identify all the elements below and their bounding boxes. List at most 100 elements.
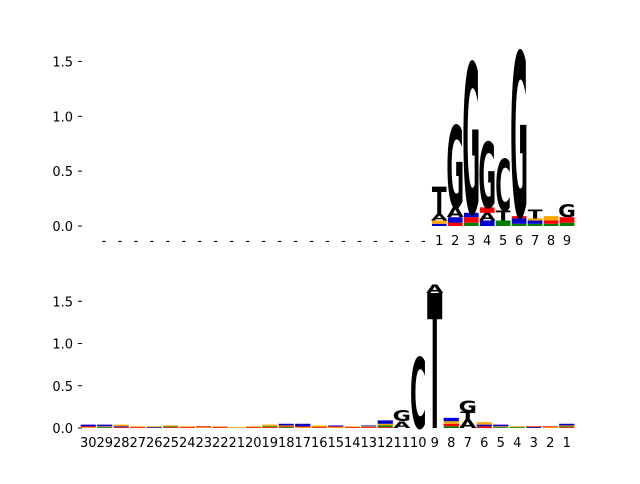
logo-letter-C xyxy=(463,212,479,218)
logo-letter-G: G xyxy=(510,6,528,269)
x-tick-label: 4 xyxy=(483,234,491,249)
logo-letter-G xyxy=(431,220,447,224)
x-tick-label: 7 xyxy=(464,436,472,451)
logo-letter-T xyxy=(463,217,479,223)
logo-letter-C xyxy=(97,424,113,427)
x-tick-label: 11 xyxy=(393,436,410,451)
x-tick-label: 29 xyxy=(96,436,113,451)
x-tick-label: 7 xyxy=(531,234,539,249)
logo-letter-G: G xyxy=(446,105,464,236)
x-tick-label: - xyxy=(229,234,234,249)
logo-letter-C xyxy=(447,217,463,223)
logo-letter-A xyxy=(278,427,294,428)
logo-letter-A xyxy=(527,223,543,226)
logo-letter-G xyxy=(542,427,558,428)
logo-letter-C xyxy=(295,423,311,427)
x-tick-label: - xyxy=(165,234,170,249)
y-tick-label: 1.5 xyxy=(52,295,73,310)
x-tick-label: - xyxy=(309,234,314,249)
logo-letter-C: C xyxy=(495,147,511,228)
logo-letter-A: A xyxy=(431,212,448,222)
logo-letter-T xyxy=(377,427,393,428)
x-tick-label: 10 xyxy=(410,436,427,451)
x-tick-label: 22 xyxy=(212,436,229,451)
logo-letter-T xyxy=(113,427,129,428)
x-tick-label: 24 xyxy=(179,436,196,451)
logo-letter-G xyxy=(97,426,113,428)
x-tick-label: 2 xyxy=(546,436,554,451)
x-tick-label: - xyxy=(373,234,378,249)
logo-letter-A: A xyxy=(426,282,444,296)
logo-letter-C xyxy=(511,218,527,224)
logo-letter-T xyxy=(163,427,179,428)
logo-letter-A: A xyxy=(447,205,464,221)
x-tick-label: 1 xyxy=(563,436,571,451)
logo-letter-T xyxy=(443,423,459,427)
logo-letter-T xyxy=(295,426,311,428)
logo-letter-T xyxy=(447,222,463,226)
y-tick-label: 1.0 xyxy=(52,110,73,125)
logo-letter-A xyxy=(495,220,511,226)
x-tick-label: 12 xyxy=(377,436,394,451)
x-tick-label: - xyxy=(293,234,298,249)
logo-letter-C xyxy=(113,426,129,428)
x-tick-label: 4 xyxy=(513,436,521,451)
x-tick-label: - xyxy=(150,234,155,249)
x-tick-label: - xyxy=(181,234,186,249)
logo-letter-A xyxy=(543,223,559,226)
logo-letter-T xyxy=(559,217,575,223)
x-tick-label: 6 xyxy=(480,436,488,451)
logo-letter-C xyxy=(476,424,492,427)
logo-letter-C xyxy=(328,425,344,427)
logo-letter-T xyxy=(542,426,558,428)
logo-letter-G xyxy=(146,426,162,428)
logo-letter-G xyxy=(295,427,311,428)
logo-letter-A: A xyxy=(459,418,477,432)
logo-letter-G xyxy=(163,425,179,427)
y-tick-label: 0.5 xyxy=(52,380,73,395)
logo-letter-G xyxy=(80,427,96,428)
y-tick-label: 1.0 xyxy=(52,338,73,353)
logo-letter-T xyxy=(559,427,575,428)
x-tick-label: 18 xyxy=(278,436,295,451)
x-tick-label: 8 xyxy=(547,234,555,249)
logo-letter-T xyxy=(80,426,96,428)
x-tick-label: 27 xyxy=(129,436,146,451)
x-tick-label: - xyxy=(341,234,346,249)
top-logo-panel: 0.00.51.01.5- - - - - - - - - - - - - - - - - - - - -1AT2AG3… xyxy=(52,6,576,269)
x-tick-label: 2 xyxy=(451,234,459,249)
logo-letter-G xyxy=(543,216,559,221)
logo-letter-G xyxy=(476,422,492,425)
logo-letter-A xyxy=(463,222,479,226)
logo-letter-G xyxy=(493,426,509,428)
logo-letter-G: G xyxy=(462,22,480,263)
bottom-logo-panel: 0.00.51.01.530 29 28 27 26 25 24 23 22 21 20 19 18 17… xyxy=(52,258,575,473)
logo-letter-C xyxy=(278,423,294,426)
x-tick-label: 15 xyxy=(327,436,344,451)
logo-letter-A xyxy=(509,427,525,428)
x-tick-label: 5 xyxy=(499,234,507,249)
logo-letter-T xyxy=(212,427,228,428)
x-tick-label: 16 xyxy=(311,436,328,451)
logo-letter-A xyxy=(262,426,278,428)
y-tick-label: 0.0 xyxy=(52,220,73,235)
x-tick-label: 17 xyxy=(294,436,311,451)
logo-letter-C xyxy=(361,425,377,427)
logo-letter-T xyxy=(262,427,278,428)
x-tick-label: - xyxy=(134,234,139,249)
x-tick-label: - xyxy=(261,234,266,249)
logo-letter-T: T xyxy=(528,208,543,222)
x-tick-label: 21 xyxy=(228,436,245,451)
x-tick-label: 28 xyxy=(113,436,130,451)
logo-letter-C xyxy=(479,220,495,226)
logo-letter-G xyxy=(361,426,377,428)
logo-letter-G xyxy=(196,427,212,428)
x-tick-label: 9 xyxy=(431,436,439,451)
logo-letter-G xyxy=(278,425,294,427)
x-tick-label: - xyxy=(277,234,282,249)
logo-letter-T: T xyxy=(427,258,442,473)
x-tick-label: 6 xyxy=(515,234,523,249)
x-tick-label: 5 xyxy=(497,436,505,451)
logo-letter-T xyxy=(526,426,542,428)
